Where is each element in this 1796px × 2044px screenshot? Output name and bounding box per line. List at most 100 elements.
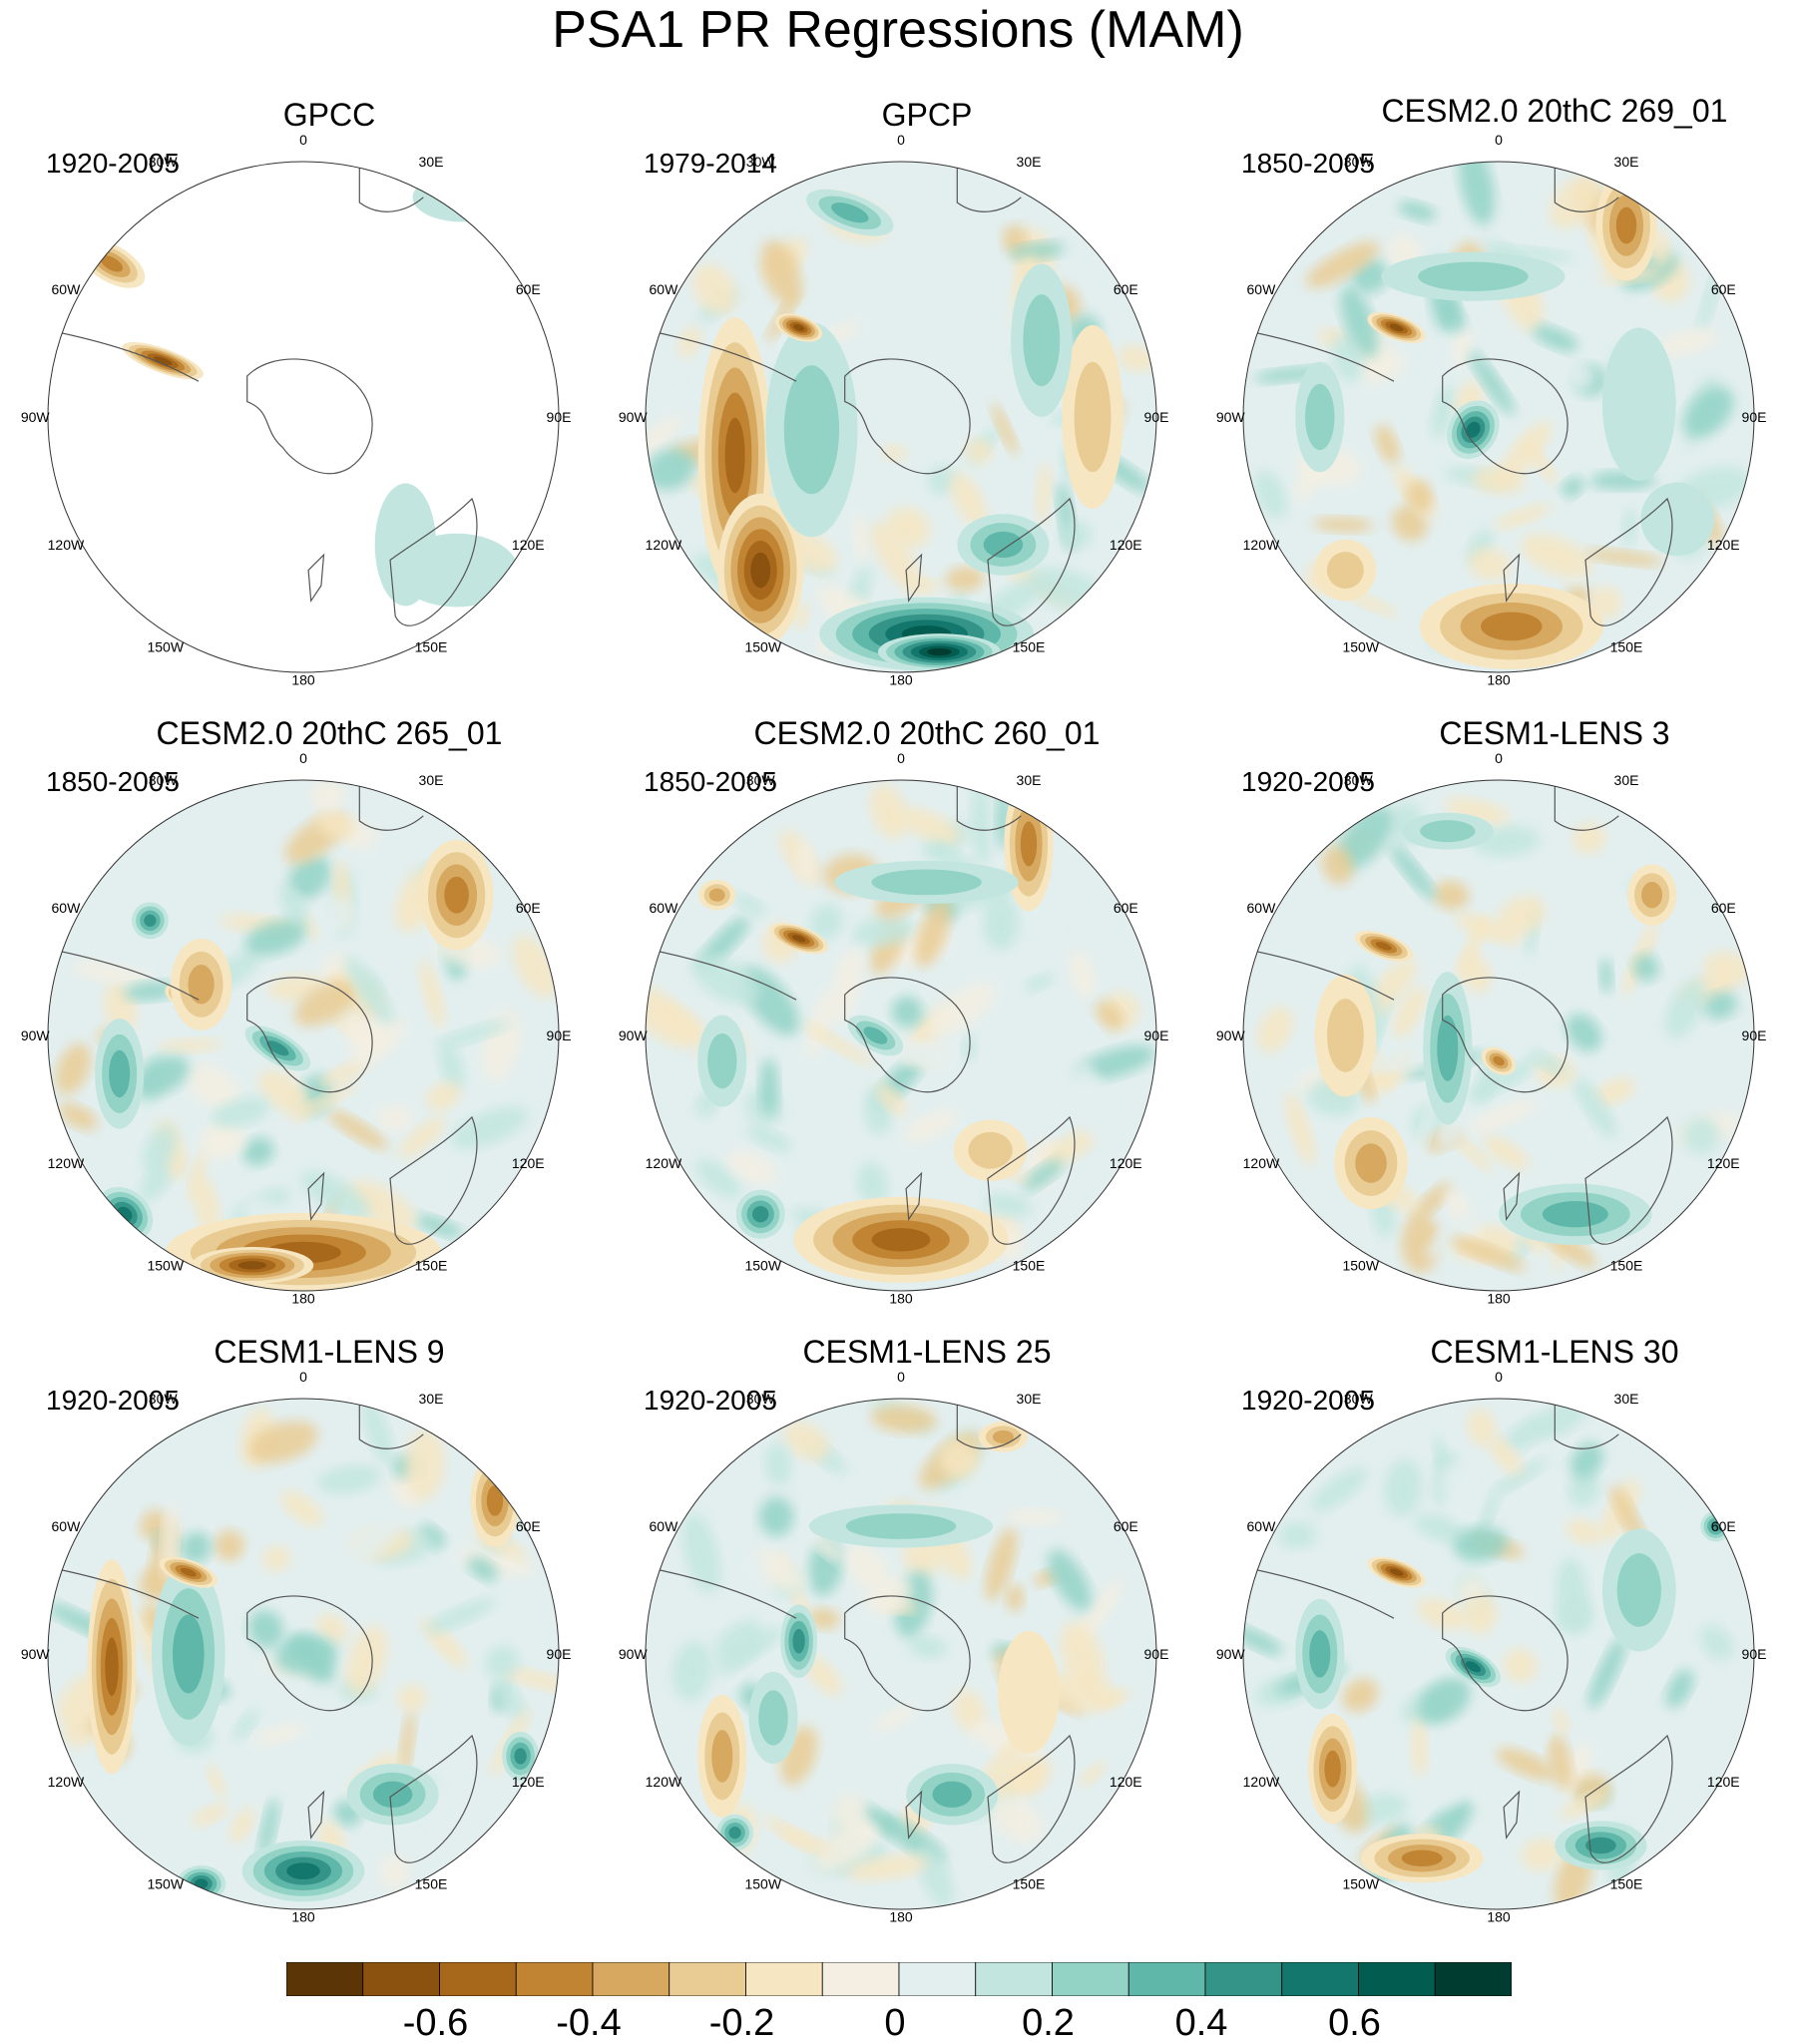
africa-coastline [1554, 1404, 1619, 1449]
longitude-label: 60E [1711, 281, 1736, 297]
longitude-label: 30E [1614, 772, 1639, 788]
longitude-label: 120W [48, 537, 85, 553]
australia-coastline [1584, 1115, 1673, 1245]
longitude-label: 120E [1110, 537, 1142, 553]
colorbar [286, 1962, 1512, 1996]
panel-title: GPCP [881, 97, 973, 133]
longitude-label: 150E [415, 638, 448, 654]
longitude-label: 60E [1711, 1518, 1736, 1534]
longitude-label: 30E [419, 1391, 444, 1407]
longitude-label: 90E [1742, 1027, 1767, 1043]
africa-coastline [358, 785, 424, 831]
longitude-label: 90W [1216, 1027, 1246, 1043]
africa-coastline [1554, 785, 1619, 831]
longitude-label: 30E [419, 772, 444, 788]
longitude-label: 90E [1742, 1646, 1767, 1662]
longitude-label: 120E [1707, 1155, 1740, 1171]
longitude-label: 60W [52, 900, 82, 916]
longitude-label: 120E [1110, 1155, 1142, 1171]
longitude-label: 30E [1017, 772, 1042, 788]
longitude-label: 60E [516, 900, 541, 916]
colorbar-swatch [898, 1962, 977, 1996]
panel-title: CESM1-LENS 30 [1430, 1334, 1679, 1370]
precip-field [1243, 1399, 1754, 1909]
longitude-label: 0 [299, 1369, 307, 1385]
africa-coastline [358, 167, 424, 212]
new-zealand-coastline [307, 1790, 325, 1840]
longitude-label: 120W [646, 1774, 682, 1790]
new-zealand-coastline [1503, 1790, 1521, 1840]
longitude-label: 150W [147, 1257, 184, 1273]
longitude-label: 60W [650, 281, 679, 297]
africa-coastline [956, 785, 1022, 831]
longitude-label: 180 [889, 672, 913, 688]
south-america-coastline [646, 329, 797, 382]
colorbar-tick-label: 0.4 [1174, 2002, 1228, 2044]
longitude-label: 120W [48, 1155, 85, 1171]
antarctica-coastline [1442, 358, 1569, 475]
new-zealand-coastline [1503, 1171, 1521, 1222]
antarctica-coastline [246, 358, 373, 475]
longitude-label: 60W [650, 900, 679, 916]
south-america-coastline [1243, 1566, 1395, 1619]
longitude-label: 150E [1610, 1875, 1643, 1891]
new-zealand-coastline [307, 1171, 325, 1222]
map-panel: CESM2.0 20thC 269_01 1850-2005 0 30E 60E 90E 1… [1216, 82, 1796, 700]
south-america-coastline [1243, 329, 1395, 382]
longitude-label: 150W [1342, 638, 1379, 654]
colorbar-swatch [439, 1962, 517, 1996]
longitude-label: 150E [1013, 1257, 1046, 1273]
panel-title: CESM2.0 20thC 265_01 [156, 715, 503, 751]
panel-period: 1850-2005 [1241, 148, 1375, 179]
longitude-label: 0 [299, 750, 307, 766]
map-boundary [47, 1398, 560, 1910]
longitude-label: 180 [889, 1291, 913, 1307]
polar-map: 0 30E 60E 90E 120E 150E 180 150W 120W 90W 60W 30W [21, 750, 572, 1306]
australia-coastline [987, 497, 1076, 626]
colorbar-tick-label: 0.6 [1328, 2002, 1381, 2044]
map-panel: GPCC 1920-2005 0 30E 60E 90E 120E 150E 180 150W 12… [21, 82, 629, 700]
colorbar-swatch [592, 1962, 671, 1996]
polar-map: 0 30E 60E 90E 120E 150E 180 150W 120W 90W 60W 30W [619, 1369, 1169, 1924]
colorbar-swatch [821, 1962, 900, 1996]
colorbar-swatch [1204, 1962, 1283, 1996]
longitude-label: 120W [646, 1155, 682, 1171]
map-boundary [1242, 779, 1755, 1292]
longitude-label: 0 [299, 132, 307, 148]
longitude-label: 150W [744, 638, 781, 654]
new-zealand-coastline [905, 1790, 923, 1840]
longitude-label: 60W [52, 1518, 82, 1534]
longitude-label: 60E [1114, 281, 1138, 297]
longitude-label: 30W [746, 1391, 776, 1407]
longitude-label: 120E [512, 1774, 545, 1790]
longitude-label: 180 [291, 1909, 315, 1925]
precip-field [48, 780, 559, 1291]
polar-map: 0 30E 60E 90E 120E 150E 180 150W 120W 90W 60W 30W [1216, 750, 1767, 1306]
south-america-coastline [646, 1566, 797, 1619]
map-boundary [47, 161, 560, 673]
longitude-label: 90W [619, 1646, 649, 1662]
australia-coastline [389, 497, 478, 626]
map-panel: CESM1-LENS 25 1920-2005 0 30E 60E 90E 120E 150E… [619, 1319, 1226, 1937]
longitude-label: 30W [149, 772, 179, 788]
map-boundary [645, 161, 1157, 673]
longitude-label: 90W [1216, 1646, 1246, 1662]
colorbar-swatch [1434, 1962, 1512, 1996]
map-panel: CESM1-LENS 9 1920-2005 0 30E 60E 90E 120E 150E 1… [21, 1319, 629, 1937]
australia-coastline [1584, 497, 1673, 626]
longitude-label: 90E [1144, 409, 1169, 425]
new-zealand-coastline [905, 1171, 923, 1222]
longitude-label: 120W [1243, 1774, 1280, 1790]
colorbar-tick-label: 0.2 [1022, 2002, 1075, 2044]
precip-field [48, 1399, 559, 1909]
longitude-label: 30E [1017, 154, 1042, 170]
africa-coastline [956, 1404, 1022, 1449]
longitude-label: 90E [547, 409, 572, 425]
map-panel: CESM1-LENS 3 1920-2005 0 30E 60E 90E 120E 150E 1… [1216, 700, 1796, 1319]
polar-map: 0 30E 60E 90E 120E 150E 180 150W 120W 90W 60W 30W [619, 132, 1169, 688]
colorbar-swatch [515, 1962, 594, 1996]
south-america-coastline [48, 1566, 200, 1619]
longitude-label: 120W [1243, 1155, 1280, 1171]
new-zealand-coastline [905, 553, 923, 604]
longitude-label: 150W [147, 638, 184, 654]
